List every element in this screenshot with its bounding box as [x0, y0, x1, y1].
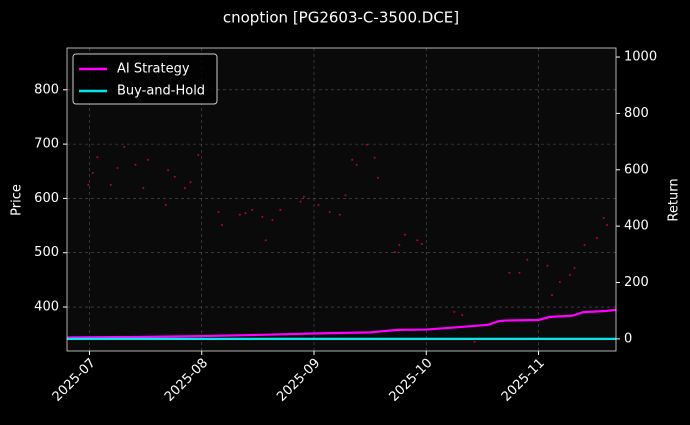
- price-point: [473, 340, 476, 343]
- price-point: [317, 203, 320, 206]
- price-point: [302, 195, 305, 198]
- y-tick-label: 500: [34, 245, 59, 260]
- price-point: [220, 224, 223, 227]
- price-point: [602, 216, 605, 219]
- chart-title: cnoption [PG2603-C-3500.DCE]: [223, 9, 459, 27]
- y-tick-label: 700: [34, 137, 59, 152]
- y2-axis-label: Return: [667, 178, 682, 221]
- y2-tick-label: 400: [624, 219, 649, 234]
- price-point: [373, 156, 376, 159]
- price-point: [365, 143, 368, 146]
- price-point: [261, 215, 264, 218]
- price-point: [164, 203, 167, 206]
- price-point: [416, 239, 419, 242]
- price-point: [189, 181, 192, 184]
- price-point: [355, 163, 358, 166]
- price-point: [568, 273, 571, 276]
- price-point: [167, 169, 170, 172]
- price-point: [546, 264, 549, 267]
- y2-tick-label: 1000: [624, 50, 657, 65]
- y2-tick-label: 200: [624, 275, 649, 290]
- legend-label: Buy-and-Hold: [117, 84, 205, 99]
- y-tick-label: 400: [34, 300, 59, 315]
- price-point: [244, 212, 247, 215]
- price-point: [526, 258, 529, 261]
- price-point: [142, 187, 145, 190]
- price-point: [351, 158, 354, 161]
- price-point: [376, 176, 379, 179]
- price-point: [183, 187, 186, 190]
- price-point: [96, 156, 99, 159]
- price-point: [558, 281, 561, 284]
- price-point: [403, 233, 406, 236]
- price-point: [518, 271, 521, 274]
- price-point: [573, 266, 576, 269]
- price-point: [238, 213, 241, 216]
- price-point: [173, 175, 176, 178]
- price-point: [251, 208, 254, 211]
- y-tick-label: 600: [34, 191, 59, 206]
- price-point: [91, 171, 94, 174]
- price-point: [398, 244, 401, 247]
- y-tick-label: 800: [34, 82, 59, 97]
- y2-tick-label: 0: [624, 331, 632, 346]
- price-point: [134, 163, 137, 166]
- y2-tick-label: 800: [624, 106, 649, 121]
- price-point: [583, 244, 586, 247]
- price-point: [393, 251, 396, 254]
- plot-frame: [66, 47, 617, 352]
- price-point: [344, 194, 347, 197]
- price-point: [146, 158, 149, 161]
- price-point: [197, 153, 200, 156]
- y2-tick-label: 600: [624, 162, 649, 177]
- price-point: [508, 271, 511, 274]
- price-point: [606, 224, 609, 227]
- price-point: [299, 200, 302, 203]
- price-point: [453, 310, 456, 313]
- price-point: [551, 294, 554, 297]
- legend-label: AI Strategy: [117, 62, 190, 77]
- price-point: [420, 243, 423, 246]
- price-point: [279, 208, 282, 211]
- price-point: [109, 183, 112, 186]
- price-point: [461, 314, 464, 317]
- price-point: [264, 239, 267, 242]
- price-point: [217, 210, 220, 213]
- legend-box: [72, 53, 218, 105]
- price-point: [338, 213, 341, 216]
- price-point: [328, 210, 331, 213]
- price-point: [87, 183, 90, 186]
- line-series: [66, 308, 617, 339]
- price-point: [116, 167, 119, 170]
- price-point: [271, 219, 274, 222]
- price-point: [123, 145, 126, 148]
- y-axis-label: Price: [10, 184, 25, 216]
- price-point: [595, 237, 598, 240]
